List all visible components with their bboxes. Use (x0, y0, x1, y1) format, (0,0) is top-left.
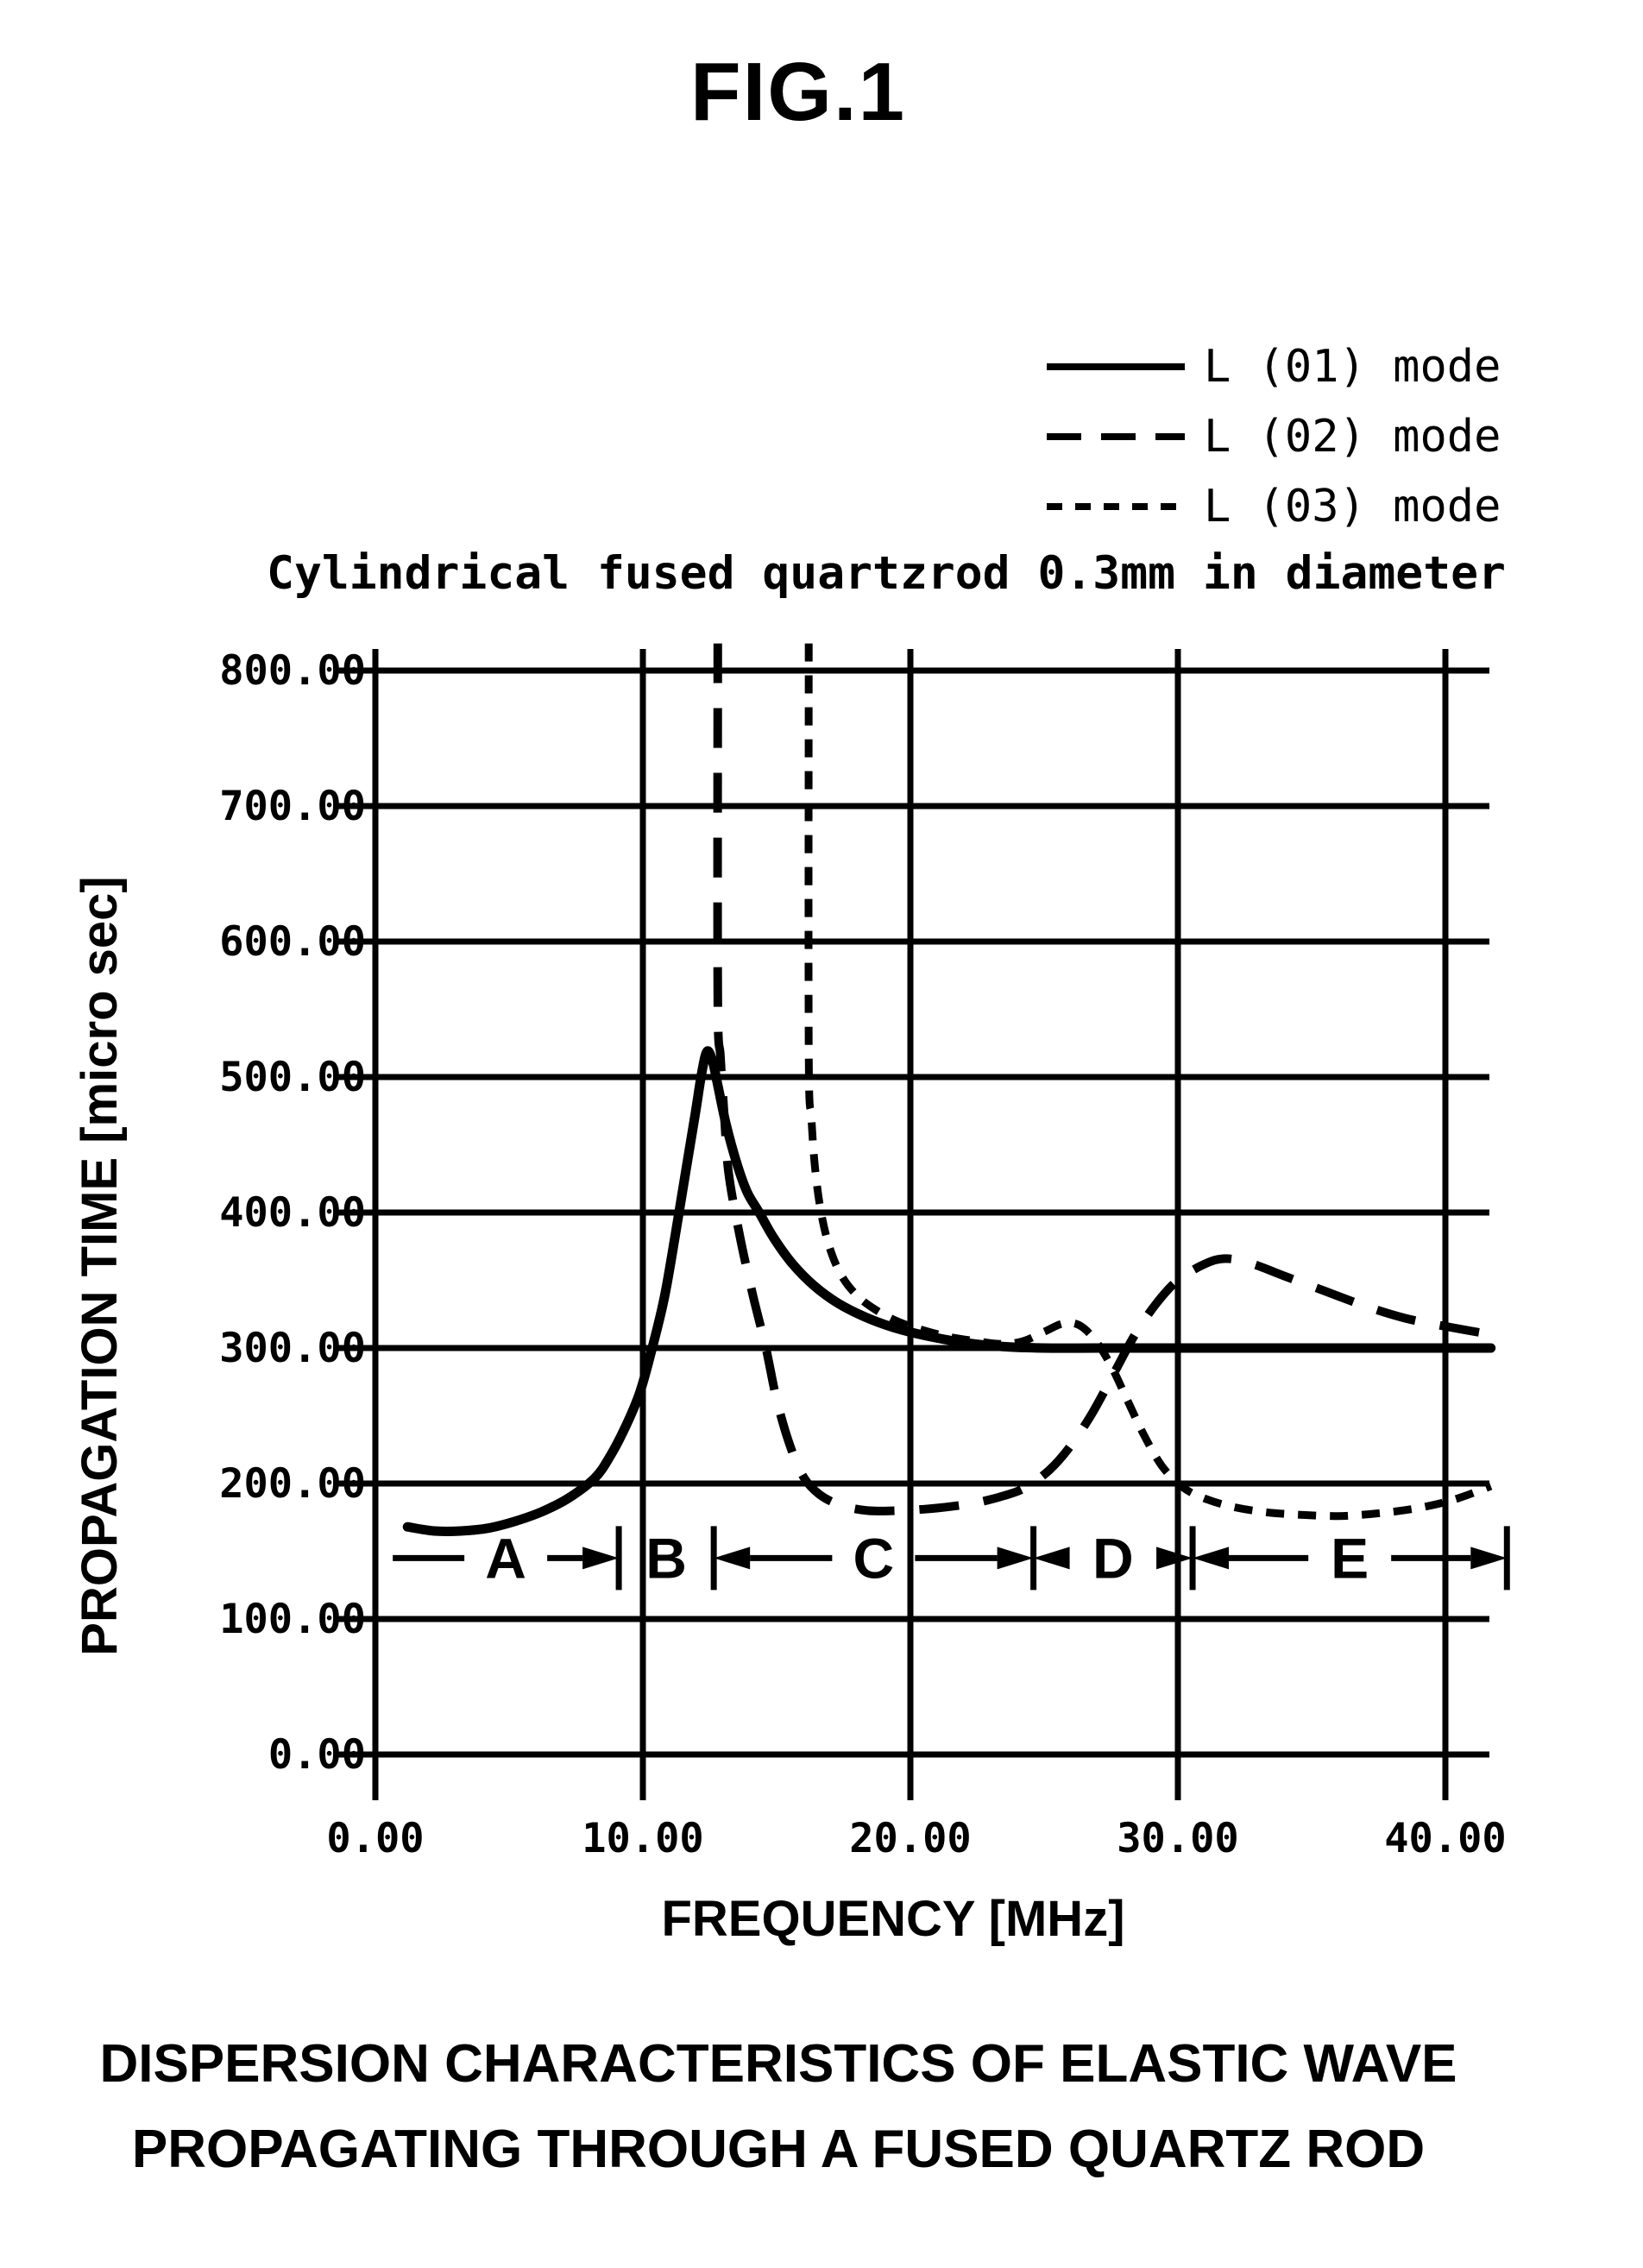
caption-line-1: DISPERSION CHARACTERISTICS OF ELASTIC WA… (99, 2034, 1457, 2094)
x-tick-label-10.00: 10.00 (582, 1815, 703, 1862)
x-axis-title: FREQUENCY [MHz] (661, 1891, 1125, 1947)
y-tick-label-500.00: 500.00 (219, 1054, 366, 1101)
curve-l-03-mode (804, 643, 1493, 1521)
y-tick-label-300.00: 300.00 (219, 1325, 366, 1372)
y-tick-label-600.00: 600.00 (219, 918, 366, 966)
legend-label: L (03) mode (1204, 481, 1501, 532)
x-tick-label-40.00: 40.00 (1384, 1815, 1506, 1862)
legend-label: L (02) mode (1204, 411, 1501, 463)
region-label-D: D (1092, 1526, 1134, 1590)
x-tick-label-0.00: 0.00 (326, 1815, 424, 1862)
region-arrowhead (582, 1547, 620, 1570)
legend-item-l01-mode: L (01) mode (1047, 338, 1530, 395)
figure-caption: DISPERSION CHARACTERISTICS OF ELASTIC WA… (45, 2021, 1512, 2192)
y-tick-label-400.00: 400.00 (219, 1189, 366, 1237)
region-label-A: A (485, 1526, 526, 1590)
region-label-B: B (645, 1526, 687, 1590)
legend-line-sample-short-dash (1047, 501, 1185, 513)
legend-sample-line (1047, 433, 1185, 440)
legend-item-l02-mode: L (02) mode (1047, 408, 1530, 465)
region-arrowhead (1156, 1547, 1193, 1570)
curve-l-02-mode (713, 643, 1492, 1515)
legend-label: L (01) mode (1204, 341, 1501, 393)
x-tick-label-30.00: 30.00 (1117, 1815, 1238, 1862)
y-tick-label-800.00: 800.00 (219, 647, 366, 695)
caption-line-2: PROPAGATING THROUGH A FUSED QUARTZ ROD (131, 2120, 1426, 2179)
y-tick-label-700.00: 700.00 (219, 783, 366, 830)
y-tick-label-200.00: 200.00 (219, 1460, 366, 1508)
region-label-E: E (1331, 1526, 1369, 1590)
figure-title: FIG.1 (689, 46, 907, 138)
region-arrowhead (1193, 1547, 1230, 1570)
legend-item-l03-mode: L (03) mode (1047, 478, 1530, 535)
x-tick-label-20.00: 20.00 (849, 1815, 971, 1862)
y-tick-label-100.00: 100.00 (219, 1596, 366, 1643)
chart-legend: L (01) mode L (02) mode L (03) mode (1047, 338, 1530, 548)
region-arrowhead (1470, 1547, 1508, 1570)
legend-line-sample-long-dash (1047, 431, 1185, 443)
y-tick-label-0.00: 0.00 (268, 1731, 366, 1779)
region-arrowhead (1033, 1547, 1070, 1570)
region-arrowhead (997, 1547, 1034, 1570)
legend-line-sample-solid (1047, 361, 1185, 373)
chart-title: Cylindrical fused quartzrod 0.3mm in dia… (267, 547, 1506, 600)
legend-sample-line (1047, 363, 1185, 370)
region-label-C: C (853, 1526, 895, 1590)
legend-sample-line (1047, 503, 1185, 510)
region-arrowhead (714, 1547, 751, 1570)
